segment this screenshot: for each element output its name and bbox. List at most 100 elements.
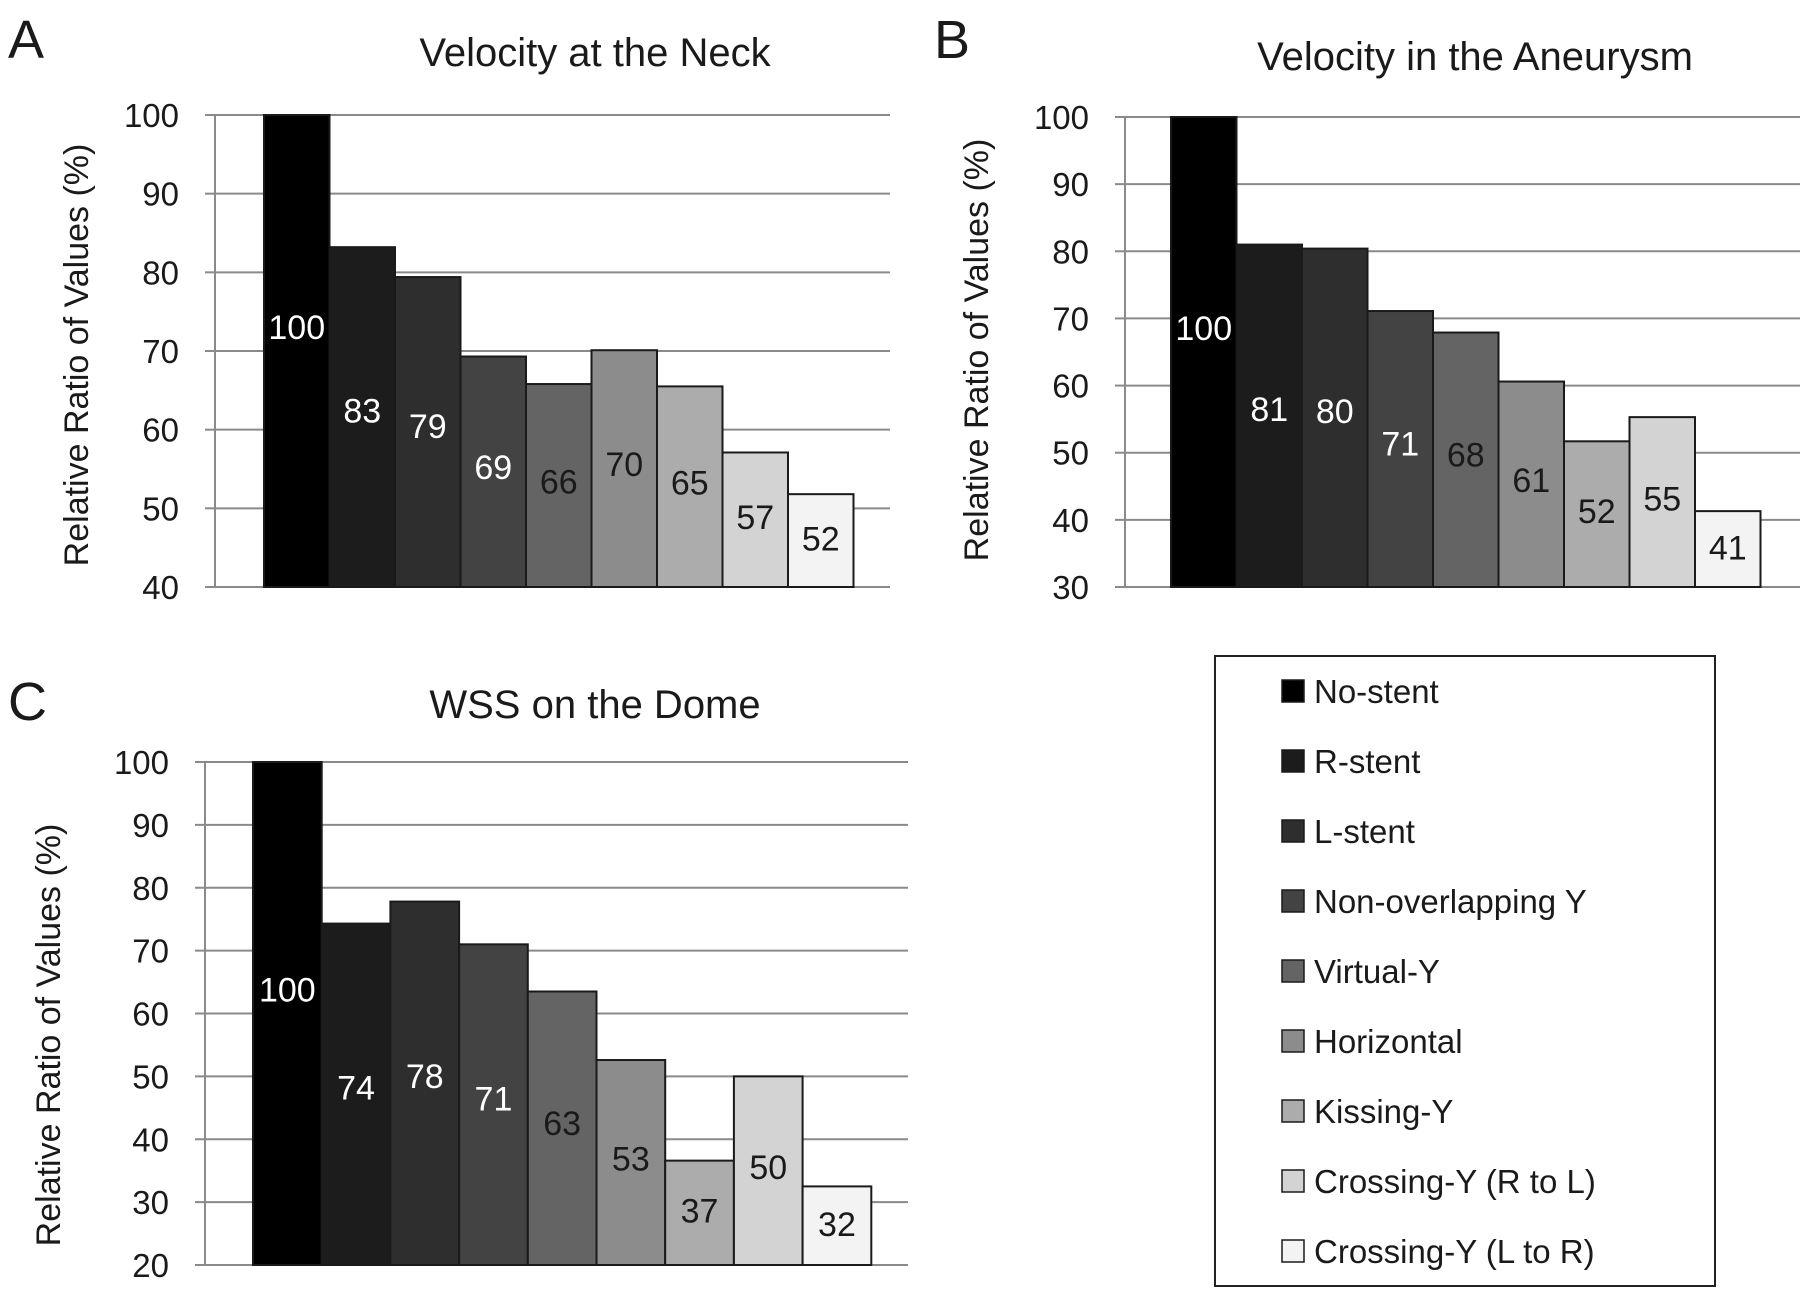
bar-c-2: [320, 922, 392, 1266]
legend-swatch-6: [1281, 1029, 1305, 1053]
data-label-b-5: 68: [1447, 437, 1485, 475]
y-tick-label-a-50: 50: [142, 490, 179, 527]
panel-letter-b: B: [934, 10, 970, 70]
y-tick-label-c-80: 80: [132, 870, 169, 907]
y-tick-label-c-100: 100: [114, 744, 169, 781]
data-label-a-9: 52: [802, 521, 840, 559]
legend-label-8: Crossing-Y (R to L): [1314, 1163, 1596, 1200]
legend-label-7: Kissing-Y: [1314, 1093, 1453, 1130]
y-tick-label-b-30: 30: [1052, 569, 1089, 606]
chart-panel-c: C WSS on the Dome Relative Ratio of Valu…: [8, 672, 908, 1284]
data-label-b-8: 55: [1643, 481, 1681, 519]
y-tick-label-a-60: 60: [142, 412, 179, 449]
bar-a-7: [656, 385, 724, 588]
data-label-b-4: 71: [1381, 426, 1419, 464]
legend-swatch-8: [1281, 1169, 1305, 1193]
y-tick-label-c-90: 90: [132, 807, 169, 844]
data-label-a-4: 69: [474, 449, 512, 487]
bar-c-9: [801, 1185, 873, 1266]
bar-a-9: [787, 493, 855, 589]
data-label-c-1: 100: [259, 972, 316, 1010]
chart-panel-b: B Velocity in the Aneurysm Relative Rati…: [934, 10, 1800, 606]
bar-a-4: [459, 355, 527, 588]
y-tick-label-c-50: 50: [132, 1058, 169, 1095]
legend-label-3: L-stent: [1314, 813, 1415, 850]
y-axis-label-a: Relative Ratio of Values (%): [58, 144, 96, 567]
bar-c-1: [252, 761, 323, 1266]
bar-b-1: [1170, 116, 1238, 588]
y-tick-label-c-40: 40: [132, 1121, 169, 1158]
panel-letter-c: C: [8, 672, 47, 732]
chart-title-b: Velocity in the Aneurysm: [1257, 35, 1693, 79]
data-label-a-3: 79: [409, 408, 447, 446]
legend-label-1: No-stent: [1314, 673, 1439, 710]
data-label-c-8: 50: [749, 1149, 787, 1187]
data-label-c-7: 37: [681, 1193, 719, 1231]
y-tick-label-a-70: 70: [142, 333, 179, 370]
legend-label-4: Non-overlapping Y: [1314, 883, 1587, 920]
chart-title-c: WSS on the Dome: [429, 683, 760, 727]
legend-swatch-7: [1281, 1099, 1305, 1123]
data-label-b-6: 61: [1512, 462, 1550, 500]
y-axis-label-b: Relative Ratio of Values (%): [958, 139, 996, 562]
y-tick-label-b-40: 40: [1052, 502, 1089, 539]
legend-swatch-3: [1281, 819, 1305, 843]
bar-a-6: [590, 349, 658, 589]
legend-label-2: R-stent: [1314, 743, 1420, 780]
legend-label-5: Virtual-Y: [1314, 953, 1440, 990]
y-tick-label-a-90: 90: [142, 176, 179, 213]
data-label-c-6: 53: [612, 1140, 650, 1178]
data-label-a-1: 100: [268, 309, 325, 347]
data-label-b-9: 41: [1709, 530, 1747, 568]
y-tick-label-b-70: 70: [1052, 300, 1089, 337]
bar-a-1: [263, 114, 331, 588]
y-tick-label-c-70: 70: [132, 933, 169, 970]
bar-c-8: [732, 1075, 804, 1266]
data-label-c-9: 32: [818, 1206, 856, 1244]
legend-swatch-9: [1281, 1239, 1305, 1263]
y-tick-label-a-100: 100: [124, 97, 179, 134]
y-tick-label-c-30: 30: [132, 1184, 169, 1221]
bar-b-8: [1628, 416, 1696, 588]
bar-a-5: [525, 383, 593, 589]
bar-c-7: [664, 1159, 735, 1266]
data-label-a-2: 83: [343, 392, 381, 430]
y-tick-label-b-90: 90: [1052, 166, 1089, 203]
data-label-b-7: 52: [1578, 493, 1616, 531]
bar-c-6: [595, 1059, 667, 1266]
data-label-c-4: 71: [475, 1080, 513, 1118]
y-tick-label-b-80: 80: [1052, 233, 1089, 270]
data-label-b-2: 81: [1250, 391, 1288, 429]
legend-label-6: Horizontal: [1314, 1023, 1463, 1060]
legend-swatch-4: [1281, 889, 1305, 913]
data-label-b-1: 100: [1175, 310, 1232, 348]
bar-c-5: [526, 990, 598, 1267]
legend: No-stent R-stent L-stent Non-overlapping Y V…: [1214, 655, 1716, 1287]
bar-b-9: [1694, 510, 1762, 588]
data-label-a-5: 66: [540, 463, 578, 501]
bar-a-8: [721, 451, 789, 589]
legend-swatch-1: [1281, 679, 1305, 703]
data-label-a-7: 65: [671, 465, 709, 503]
chart-title-a: Velocity at the Neck: [419, 31, 771, 75]
panel-letter-a: A: [8, 10, 44, 70]
y-tick-label-a-40: 40: [142, 569, 179, 606]
y-tick-label-a-80: 80: [142, 254, 179, 291]
legend-swatch-2: [1281, 749, 1305, 773]
data-label-b-3: 80: [1316, 393, 1354, 431]
y-axis-label-c: Relative Ratio of Values (%): [30, 824, 68, 1247]
bar-c-3: [389, 900, 461, 1267]
y-tick-label-b-60: 60: [1052, 368, 1089, 405]
bar-b-4: [1366, 310, 1434, 588]
data-label-c-5: 63: [543, 1105, 581, 1143]
bar-a-2: [328, 246, 396, 588]
chart-panel-a: A Velocity at the Neck Relative Ratio of…: [8, 10, 890, 606]
y-tick-label-c-20: 20: [132, 1247, 169, 1284]
y-tick-label-c-60: 60: [132, 996, 169, 1033]
data-label-c-2: 74: [337, 1069, 375, 1107]
legend-swatch-5: [1281, 959, 1305, 983]
data-label-a-8: 57: [736, 499, 774, 537]
data-label-a-6: 70: [605, 446, 643, 484]
data-label-c-3: 78: [406, 1058, 444, 1096]
